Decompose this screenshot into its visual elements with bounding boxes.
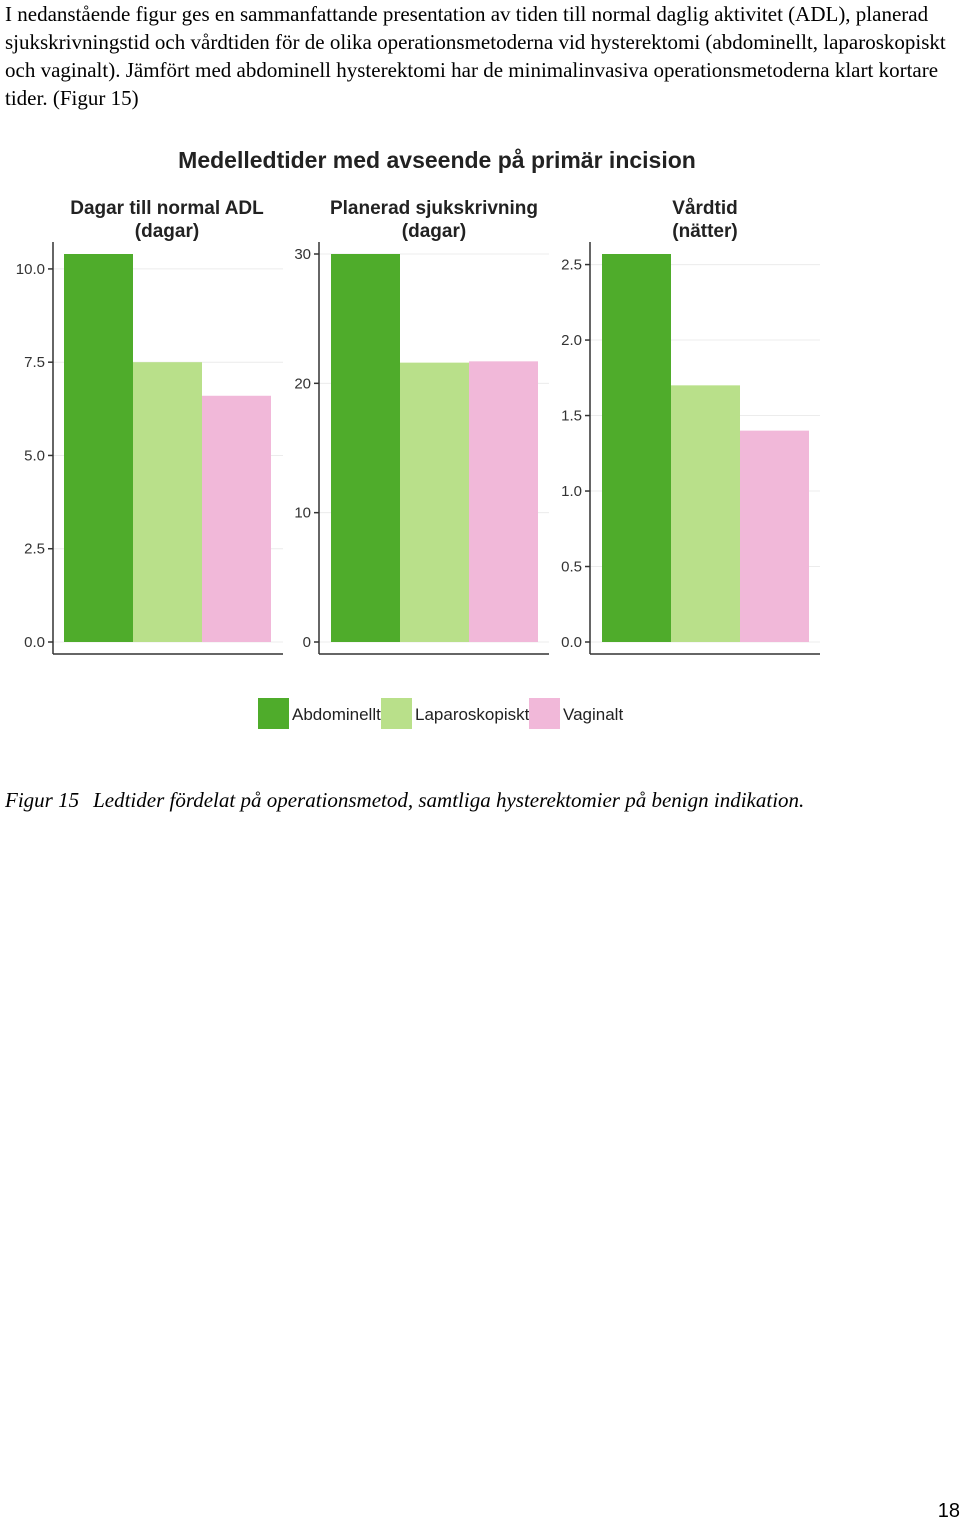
y-tick-label: 1.5: [561, 408, 582, 425]
y-tick-label: 30: [294, 246, 311, 263]
panel-1: Dagar till normal ADL(dagar) 0.0 2.5 5.0 7.5…: [16, 198, 283, 655]
caption-text: Ledtider fördelat på operationsmetod, sa…: [93, 788, 805, 812]
legend-swatch-abdominellt: [258, 698, 289, 729]
y-tick-label: 0.5: [561, 559, 582, 576]
bar-vaginalt: [469, 361, 538, 642]
legend-swatch-laparoskopiskt: [381, 698, 412, 729]
legend-label-vaginalt: Vaginalt: [563, 705, 623, 724]
panel-title-line: (nätter): [672, 221, 737, 242]
y-tick-label: 0.0: [24, 634, 45, 651]
y-tick-label: 2.0: [561, 332, 582, 349]
y-tick-label: 0.0: [561, 634, 582, 651]
figure-caption: Figur 15 Ledtider fördelat på operationsm…: [5, 786, 950, 814]
intro-paragraph: I nedanstående figur ges en sammanfattan…: [5, 2, 946, 110]
legend-swatch-vaginalt: [529, 698, 560, 729]
bar-abdominellt: [64, 254, 133, 642]
y-tick-label: 0: [303, 634, 311, 651]
panel-title-line: Vårdtid: [672, 198, 737, 219]
bar-abdominellt: [602, 254, 671, 642]
y-tick-label: 2.5: [24, 541, 45, 558]
bar-laparoskopiskt: [671, 385, 740, 642]
legend-label-laparoskopiskt: Laparoskopiskt: [415, 705, 530, 724]
bar-abdominellt: [331, 254, 400, 642]
y-tick-label: 10: [294, 505, 311, 522]
caption-label: Figur 15: [5, 788, 80, 812]
bar-laparoskopiskt: [133, 362, 202, 642]
bar-laparoskopiskt: [400, 362, 469, 642]
panel-3: Vårdtid(nätter) 0.0 0.5 1.0 1.5 2.0 2.5: [561, 198, 820, 655]
y-tick-label: 7.5: [24, 354, 45, 371]
chart-title: Medelledtider med avseende på primär inc…: [178, 147, 696, 173]
page-number: 18: [937, 1500, 960, 1522]
y-tick-label: 20: [294, 375, 311, 392]
panel-title-line: (dagar): [135, 221, 199, 242]
panel-title-line: Planerad sjukskrivning: [330, 198, 538, 219]
legend-label-abdominellt: Abdominellt: [292, 705, 381, 724]
y-tick-label: 10.0: [16, 261, 45, 278]
y-tick-label: 5.0: [24, 447, 45, 464]
chart-panels: Dagar till normal ADL(dagar)0.02.55.07.5…: [16, 198, 820, 655]
chart-legend: Abdominellt Laparoskopiskt Vaginalt: [258, 698, 623, 729]
y-tick-label: 2.5: [561, 257, 582, 274]
bar-vaginalt: [202, 395, 271, 642]
panel-title-line: (dagar): [402, 221, 466, 242]
bar-vaginalt: [740, 430, 809, 642]
y-tick-label: 1.0: [561, 483, 582, 500]
bar-chart-figure: Medelledtider med avseende på primär inc…: [16, 147, 820, 729]
panel-2: Planerad sjukskrivning(dagar) 0 10 20 30: [294, 198, 549, 655]
panel-title-line: Dagar till normal ADL: [70, 198, 264, 219]
